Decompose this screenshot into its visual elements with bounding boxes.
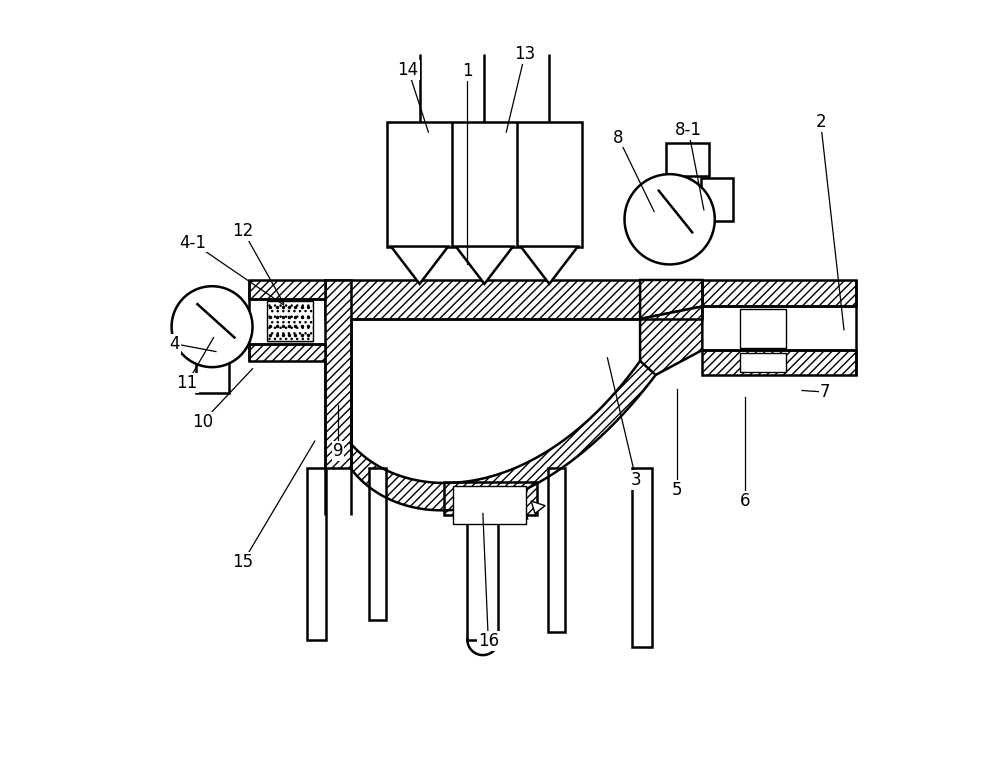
Bar xyxy=(548,469,565,632)
Text: 15: 15 xyxy=(233,553,254,571)
Polygon shape xyxy=(531,501,545,513)
Text: 4: 4 xyxy=(169,335,180,353)
Bar xyxy=(325,280,702,319)
Bar xyxy=(267,301,313,341)
Bar xyxy=(702,280,856,306)
Bar xyxy=(444,483,537,515)
Bar xyxy=(249,344,325,361)
Text: 12: 12 xyxy=(233,222,254,240)
Text: 9: 9 xyxy=(333,442,343,460)
Bar xyxy=(196,363,229,393)
Bar xyxy=(249,280,325,298)
Text: 16: 16 xyxy=(478,632,499,650)
Bar xyxy=(369,469,386,620)
Text: 10: 10 xyxy=(192,412,213,430)
Bar xyxy=(701,178,733,221)
Text: 3: 3 xyxy=(631,471,642,489)
Polygon shape xyxy=(351,361,656,510)
Bar xyxy=(307,469,326,640)
Bar xyxy=(740,308,786,348)
Text: 11: 11 xyxy=(177,374,198,392)
Text: 8: 8 xyxy=(613,129,624,147)
Bar xyxy=(740,353,786,372)
Bar xyxy=(453,487,526,523)
Polygon shape xyxy=(640,280,702,319)
Polygon shape xyxy=(456,247,513,284)
Bar xyxy=(325,280,351,469)
Bar xyxy=(387,122,582,247)
Text: 13: 13 xyxy=(514,45,536,63)
Bar xyxy=(632,469,652,647)
Text: 6: 6 xyxy=(740,492,750,510)
Circle shape xyxy=(625,174,715,265)
Text: 8-1: 8-1 xyxy=(675,121,702,139)
Polygon shape xyxy=(391,247,448,284)
Bar xyxy=(666,143,709,176)
Text: 14: 14 xyxy=(398,61,419,79)
Text: 1: 1 xyxy=(462,62,473,80)
Circle shape xyxy=(172,286,253,367)
Text: 5: 5 xyxy=(672,481,683,499)
Bar xyxy=(702,350,856,375)
Polygon shape xyxy=(521,247,578,284)
Polygon shape xyxy=(640,306,702,375)
Text: 4-1: 4-1 xyxy=(179,234,206,251)
Text: 2: 2 xyxy=(815,113,826,131)
Text: 7: 7 xyxy=(820,383,831,401)
